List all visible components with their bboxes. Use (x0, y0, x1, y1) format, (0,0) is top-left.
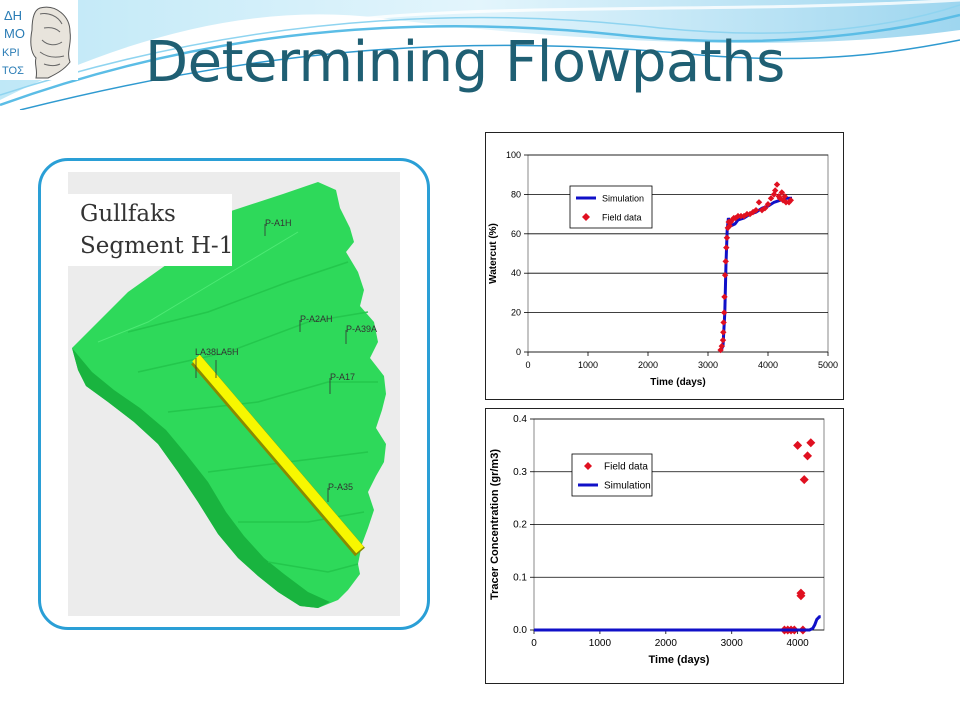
data-point-field-data (758, 206, 766, 214)
well-p-a17: P-A17 (329, 372, 355, 394)
watercut-chart-frame: 0 20 40 60 80 100 0 1000 2000 3000 4000 5000 Time (d… (485, 132, 844, 400)
well-p-a35: P-A35 (327, 482, 353, 502)
y-tick-label: 0.2 (513, 520, 527, 531)
x-tick-label: 0 (525, 360, 530, 370)
svg-text:ΜΟ: ΜΟ (4, 26, 25, 41)
reservoir-label: Gullfaks Segment H-1 (80, 198, 233, 262)
data-point-field-data (796, 591, 806, 601)
svg-text:LA5H: LA5H (216, 347, 239, 357)
y-tick-label: 0.3 (513, 467, 527, 478)
data-point-field-data (719, 336, 727, 344)
legend-swatch-marker (584, 462, 592, 470)
svg-text:ΤΟΣ: ΤΟΣ (2, 65, 24, 77)
data-point-field-data (772, 187, 779, 194)
data-point-field-data (740, 212, 748, 220)
x-tick-label: 3000 (698, 360, 718, 370)
tracer-chart-frame: 0.0 0.1 0.2 0.3 0.4 0 1000 2000 3000 4000 Time (da… (485, 408, 844, 684)
y-axis-label: Watercut (%) (488, 223, 499, 284)
y-tick-label: 60 (511, 229, 521, 239)
x-tick-label: 5000 (818, 360, 838, 370)
y-axis-label: Tracer Concentration (gr/m3) (489, 449, 501, 600)
data-point-field-data (803, 451, 813, 461)
series-line-simulation (534, 615, 821, 632)
svg-text:P-A2AH: P-A2AH (300, 314, 333, 324)
y-tick-label: 100 (506, 150, 521, 160)
x-tick-label: 4000 (758, 360, 778, 370)
y-tick-label: 20 (511, 308, 521, 318)
x-tick-label: 3000 (721, 638, 744, 649)
data-point-field-data (793, 440, 803, 450)
y-tick-label: 0 (516, 347, 521, 357)
svg-text:P-A1H: P-A1H (265, 218, 292, 228)
svg-text:P-A39A: P-A39A (346, 324, 377, 334)
legend-box (569, 185, 653, 229)
legend-swatch-marker (582, 213, 590, 221)
well-p-a2ah: P-A2AH (299, 314, 333, 332)
data-point-field-data (720, 319, 727, 326)
well-la5h: LA5H (215, 347, 239, 378)
data-point-field-data (770, 191, 778, 198)
x-tick-label: 2000 (638, 360, 658, 370)
data-point-field-data (799, 475, 809, 485)
plot-area (527, 154, 829, 353)
data-point-field-data (778, 189, 785, 196)
legend-label: Field data (604, 462, 648, 473)
legend-label: Simulation (602, 194, 644, 204)
legend-label: Field data (602, 213, 642, 223)
svg-text:ΔΗ: ΔΗ (4, 8, 22, 23)
well-la38: LA38 (195, 347, 216, 378)
svg-text:P-A17: P-A17 (330, 372, 355, 382)
data-point-field-data (755, 199, 763, 206)
well-p-a1h: P-A1H (264, 218, 292, 236)
data-point-field-data (728, 216, 736, 224)
x-tick-label: 0 (531, 638, 537, 649)
data-point-field-data (806, 438, 816, 448)
y-tick-label: 0.4 (513, 414, 527, 425)
legend-box (571, 453, 653, 497)
y-tick-label: 0.0 (513, 625, 527, 636)
data-point-field-data (773, 181, 781, 188)
data-point-field-data (721, 293, 728, 301)
well-p-a39a: P-A39A (345, 324, 377, 344)
data-point-field-data (767, 195, 775, 202)
y-tick-label: 0.1 (513, 572, 527, 583)
data-point-field-data (721, 271, 729, 279)
x-tick-label: 1000 (589, 638, 612, 649)
svg-text:LA38: LA38 (195, 347, 216, 357)
slide-title: Determining Flowpaths (145, 30, 785, 95)
reservoir-model: P-A1H P-A2AH P-A39A P-A17 P-A35 LA38 LA5… (68, 172, 400, 616)
university-logo: ΔΗ ΜΟ ΚΡΙ ΤΟΣ (0, 0, 78, 80)
data-point-field-data (776, 195, 784, 202)
x-tick-label: 2000 (655, 638, 678, 649)
legend-label: Simulation (604, 481, 651, 492)
tracer-chart: 0.0 0.1 0.2 0.3 0.4 0 1000 2000 3000 4000 Time (da… (489, 414, 825, 666)
y-tick-label: 40 (511, 268, 521, 278)
reservoir-label-line2: Segment H-1 (80, 233, 234, 259)
data-point-field-data (752, 206, 760, 214)
header-banner (0, 0, 960, 110)
y-tick-label: 80 (511, 189, 521, 199)
svg-text:P-A35: P-A35 (328, 482, 353, 492)
x-tick-label: 1000 (578, 360, 598, 370)
data-point-field-data (764, 201, 772, 208)
x-tick-label: 4000 (787, 638, 810, 649)
data-point-field-data (761, 204, 769, 212)
x-axis-label: Time (days) (650, 377, 705, 388)
x-axis-label: Time (days) (649, 654, 710, 666)
reservoir-label-line1: Gullfaks (80, 201, 176, 227)
svg-text:ΚΡΙ: ΚΡΙ (2, 47, 20, 59)
